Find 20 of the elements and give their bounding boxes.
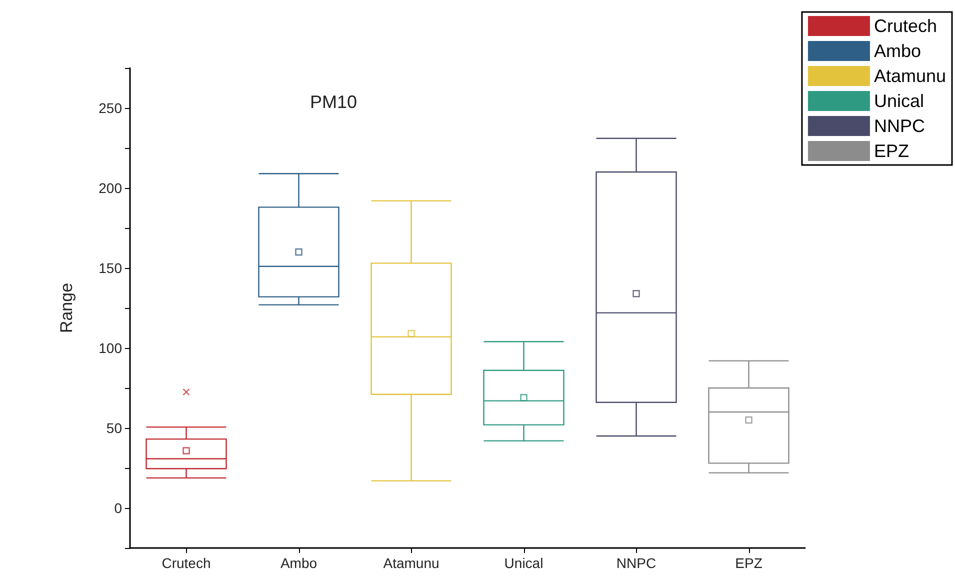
x-tick-label: Crutech <box>162 555 211 571</box>
y-tick-label: 50 <box>106 420 122 436</box>
y-tick-label: 150 <box>98 260 122 276</box>
y-tick-label: 0 <box>114 500 122 516</box>
x-tick-label: Unical <box>504 555 544 571</box>
legend-label: Ambo <box>874 41 921 61</box>
legend-label: Unical <box>874 91 924 111</box>
y-tick-label: 100 <box>98 340 122 356</box>
legend-label: NNPC <box>874 116 925 136</box>
text: PM10 <box>310 92 358 112</box>
legend-label: EPZ <box>874 141 909 161</box>
legend-label: Crutech <box>874 16 937 36</box>
x-tick-label: Ambo <box>280 555 318 571</box>
y-axis-title: Range <box>57 282 76 334</box>
y-tick-label: 200 <box>98 180 122 196</box>
x-tick-label: Atamunu <box>383 555 440 571</box>
y-tick-label: 250 <box>98 100 122 116</box>
x-tick-label: NNPC <box>616 555 656 571</box>
x-tick-label: EPZ <box>735 555 763 571</box>
legend-label: Atamunu <box>874 66 946 86</box>
